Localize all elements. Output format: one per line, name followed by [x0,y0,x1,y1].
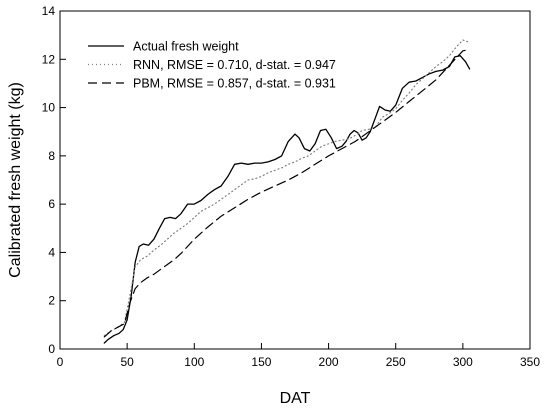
series-line-solid [103,55,471,344]
y-tick-label: 8 [48,149,55,163]
y-tick-label: 6 [48,197,55,211]
x-tick-label: 350 [520,355,540,369]
series-line-dashed [103,48,471,338]
y-tick-label: 12 [42,52,56,66]
x-tick-label: 50 [120,355,134,369]
y-axis-ticks: 0 2 4 6 8 10 12 14 [42,4,66,356]
legend: Actual fresh weight RNN, RMSE = 0.710, d-… [88,40,336,91]
legend-entry-label: RNN, RMSE = 0.710, d-stat. = 0.947 [133,58,336,72]
legend-entry-label: PBM, RMSE = 0.857, d-stat. = 0.931 [133,77,336,91]
x-tick-label: 100 [184,355,204,369]
x-tick-label: 300 [453,355,473,369]
series-layer [103,39,471,344]
x-tick-label: 0 [57,355,64,369]
y-tick-label: 14 [42,4,56,18]
legend-entry-label: Actual fresh weight [133,40,239,54]
x-tick-label: 200 [319,355,339,369]
x-axis-ticks: 0 50 100 150 200 250 300 350 [57,343,540,369]
y-tick-label: 2 [48,294,55,308]
y-tick-label: 4 [48,245,55,259]
y-tick-label: 0 [48,342,55,356]
y-axis-label: Calibrated fresh weight (kg) [7,82,24,278]
x-tick-label: 150 [251,355,271,369]
plot-area-frame [59,10,531,350]
series-line-dotted [103,39,471,337]
x-axis-label: DAT [280,390,311,407]
y-tick-label: 10 [42,101,56,115]
x-tick-label: 250 [386,355,406,369]
